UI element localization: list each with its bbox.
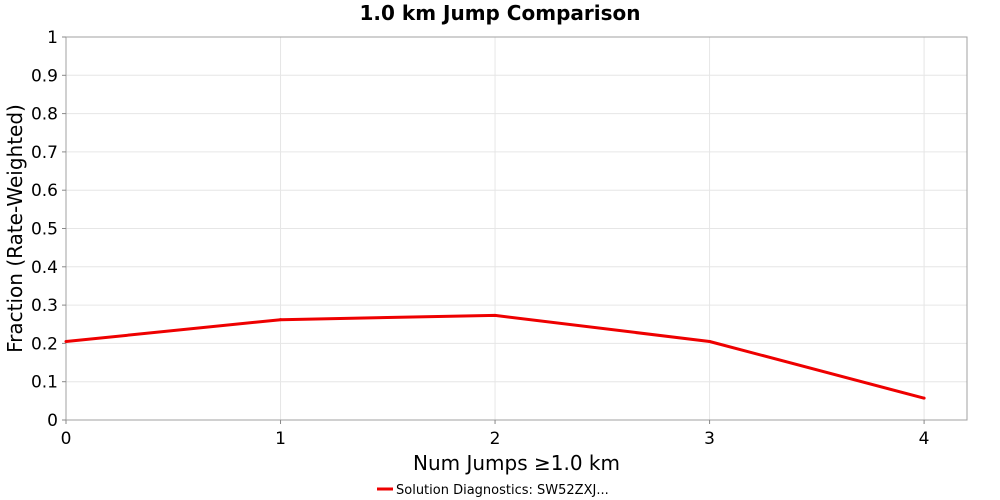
x-tick-label: 0 (61, 429, 72, 449)
y-axis-ticks: 0 0.1 0.2 0.3 0.4 0.5 0.6 0.7 0.8 0.9 1 (31, 28, 66, 431)
y-tick-label: 0.1 (31, 373, 58, 393)
data-point (493, 313, 497, 317)
y-tick-label: 1 (47, 28, 58, 48)
x-tick-label: 4 (919, 429, 930, 449)
y-tick-label: 0.8 (31, 105, 58, 125)
data-point (279, 318, 283, 322)
y-tick-label: 0.9 (31, 66, 58, 86)
x-tick-label: 3 (704, 429, 715, 449)
y-tick-label: 0.7 (31, 143, 58, 163)
y-tick-label: 0 (47, 411, 58, 431)
legend: Solution Diagnostics: SW52ZXJ... (377, 483, 609, 498)
chart-title: 1.0 km Jump Comparison (360, 1, 641, 25)
data-point (922, 396, 926, 400)
x-tick-label: 2 (490, 429, 501, 449)
x-axis-label: Num Jumps ≥1.0 km (413, 451, 620, 475)
data-point (708, 339, 712, 343)
x-axis-ticks: 0 1 2 3 4 (61, 420, 930, 449)
grid-lines (65, 36, 967, 421)
y-tick-label: 0.4 (31, 258, 58, 278)
y-tick-label: 0.5 (31, 220, 58, 240)
x-tick-label: 1 (275, 429, 286, 449)
y-tick-label: 0.3 (31, 296, 58, 316)
data-point (64, 339, 68, 343)
y-tick-label: 0.6 (31, 181, 58, 201)
series-group (64, 313, 926, 400)
legend-label: Solution Diagnostics: SW52ZXJ... (396, 483, 609, 498)
y-tick-label: 0.2 (31, 334, 58, 354)
y-axis-label: Fraction (Rate-Weighted) (3, 104, 27, 353)
